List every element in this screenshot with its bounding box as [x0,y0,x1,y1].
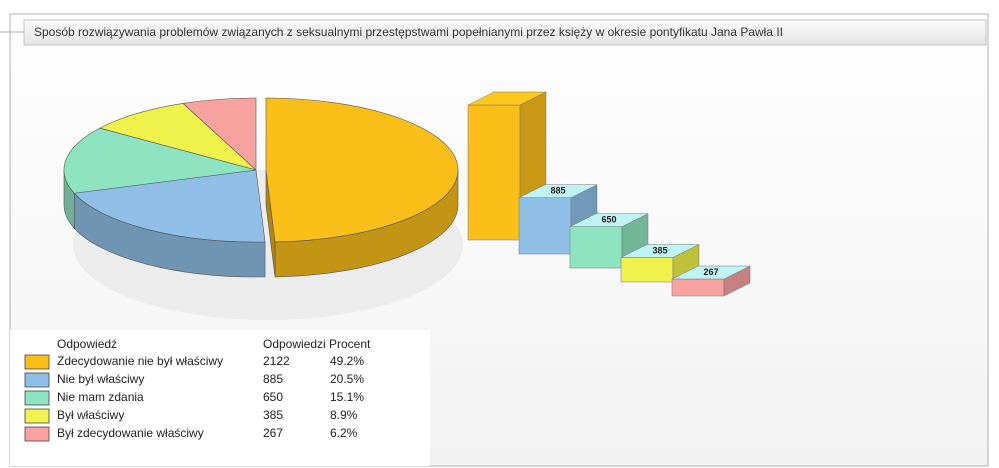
pie-slice [265,97,459,243]
bar-label: 885 [550,186,565,196]
bar-top [518,184,598,198]
chart-title: Sposób rozwiązywania problemów związanyc… [34,25,783,39]
column-header: Odpowiedzi [263,337,326,351]
pie-slice [99,103,257,171]
count-cell: 885 [263,372,283,386]
pie-slice [73,169,266,243]
bar-top [569,213,649,227]
count-cell: 267 [263,426,283,440]
count-cell: 385 [263,408,283,422]
bar-top [467,91,547,106]
pie-slice [63,127,257,194]
legend-label: Był zdecydowanie właściwy [57,426,204,440]
legend-swatch [24,390,50,406]
count-cell: 650 [263,390,283,404]
bar-top [671,265,751,280]
percent-cell: 20.5% [330,372,364,386]
percent-cell: 6.2% [330,426,358,440]
legend-label: Zdecydowanie nie był właściwy [57,354,223,368]
percent-cell: 8.9% [330,408,358,422]
percent-cell: 15.1% [330,390,364,404]
bar-front [569,226,623,269]
bar-label: 385 [652,245,667,255]
legend-swatch [24,408,50,424]
title-bar [23,19,987,46]
bar-front [518,197,572,255]
bar-front [671,278,725,297]
column-header: Procent [329,337,371,351]
percent-cell: 49.2% [330,354,364,368]
bar-top [620,244,700,258]
bar-label: 267 [703,267,718,277]
legend-label: Nie był właściwy [57,372,144,386]
count-cell: 2122 [263,354,290,368]
legend-label: Był właściwy [57,408,124,422]
legend-swatch [24,372,50,388]
legend-label: Nie mam zdania [57,390,144,404]
legend-swatch [24,426,50,442]
column-header: Odpowiedź [57,337,117,351]
legend-bg [10,330,430,466]
bar-front [620,257,674,283]
pie-slice [182,97,257,171]
bar-label: 650 [601,215,616,225]
bar-front [467,104,521,241]
legend-swatch [24,354,50,370]
